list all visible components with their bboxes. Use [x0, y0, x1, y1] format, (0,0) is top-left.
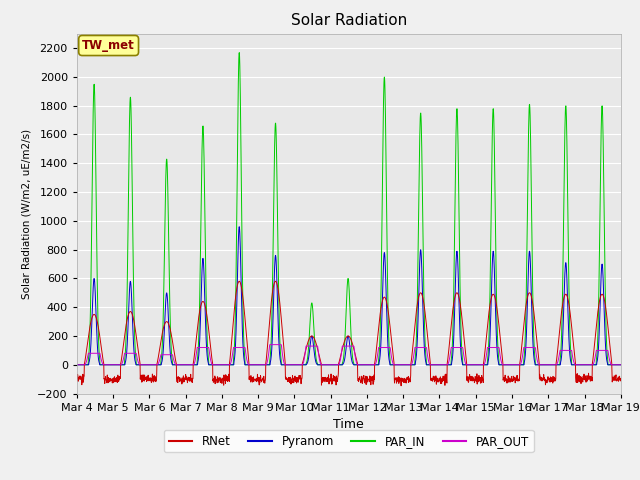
Pyranom: [507, 362, 515, 368]
Pyranom: [365, 362, 372, 368]
PAR_IN: [236, 50, 243, 56]
RNet: [236, 278, 243, 284]
PAR_OUT: [584, 362, 592, 368]
RNet: [508, 378, 515, 384]
PAR_OUT: [617, 362, 625, 368]
Title: Solar Radiation: Solar Radiation: [291, 13, 407, 28]
RNet: [617, 376, 625, 382]
Text: TW_met: TW_met: [82, 39, 135, 52]
RNet: [73, 372, 81, 378]
PAR_IN: [376, 319, 384, 325]
PAR_OUT: [376, 345, 384, 350]
RNet: [397, 383, 405, 389]
Line: PAR_IN: PAR_IN: [77, 53, 621, 365]
PAR_IN: [569, 362, 577, 368]
RNet: [570, 340, 577, 346]
Legend: RNet, Pyranom, PAR_IN, PAR_OUT: RNet, Pyranom, PAR_IN, PAR_OUT: [164, 430, 534, 453]
RNet: [376, 309, 384, 315]
PAR_IN: [617, 362, 625, 368]
Pyranom: [225, 362, 232, 368]
Pyranom: [73, 362, 81, 368]
Line: RNet: RNet: [77, 281, 621, 386]
Line: PAR_OUT: PAR_OUT: [77, 345, 621, 365]
PAR_IN: [365, 362, 372, 368]
PAR_OUT: [73, 362, 81, 368]
Pyranom: [376, 349, 384, 355]
RNet: [225, 378, 232, 384]
PAR_IN: [225, 362, 232, 368]
X-axis label: Time: Time: [333, 418, 364, 431]
Pyranom: [236, 224, 243, 229]
PAR_IN: [584, 362, 592, 368]
PAR_OUT: [507, 362, 515, 368]
Y-axis label: Solar Radiation (W/m2, uE/m2/s): Solar Radiation (W/m2, uE/m2/s): [22, 129, 32, 299]
Line: Pyranom: Pyranom: [77, 227, 621, 365]
PAR_OUT: [225, 362, 232, 368]
PAR_OUT: [569, 356, 577, 361]
PAR_OUT: [266, 342, 274, 348]
PAR_IN: [73, 362, 81, 368]
Pyranom: [569, 362, 577, 368]
RNet: [365, 377, 372, 383]
Pyranom: [584, 362, 592, 368]
PAR_IN: [507, 362, 515, 368]
RNet: [584, 375, 592, 381]
Pyranom: [617, 362, 625, 368]
PAR_OUT: [365, 362, 372, 368]
